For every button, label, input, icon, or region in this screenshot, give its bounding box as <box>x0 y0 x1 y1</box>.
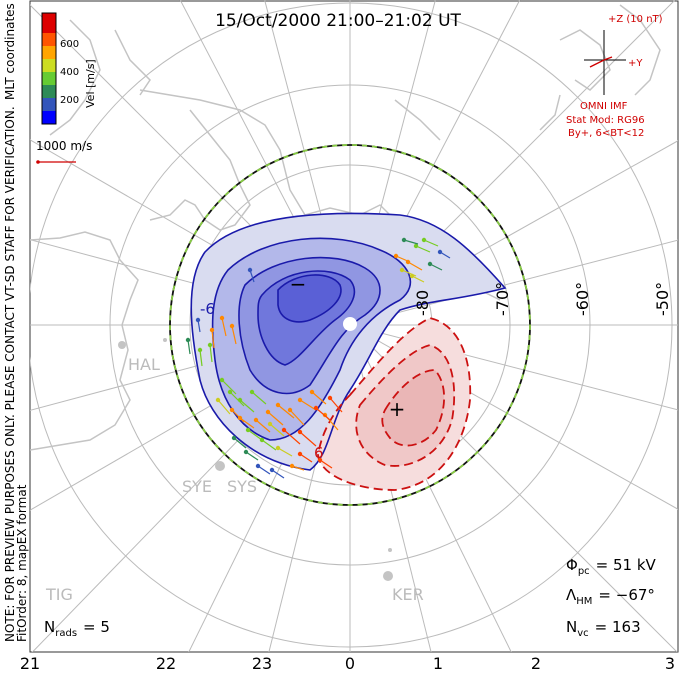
contour-label-pos: 6 <box>314 444 324 462</box>
colorbar-tick-400: 400 <box>60 67 79 78</box>
imf-z-label: +Z (10 nT) <box>608 14 663 25</box>
n-rads-stat: Nrads = 5 <box>44 618 110 639</box>
lat-label-50: -50° <box>653 282 672 316</box>
imf-dial: +Z (10 nT) +Y OMNI IMF Stat Mod: RG96 By… <box>566 14 663 139</box>
potential-min-marker: − <box>290 272 307 296</box>
coordinate-label: MLT coordinates <box>3 3 17 100</box>
svg-text:21: 21 <box>20 654 40 673</box>
magnetic-pole-dot <box>343 317 357 331</box>
scale-vector: 1000 m/s <box>36 139 92 164</box>
plot-title: 15/Oct/2000 21:00–21:02 UT <box>215 11 461 31</box>
imf-y-label: +Y <box>628 58 643 69</box>
imf-condition: By+, 6<BT<12 <box>568 128 644 139</box>
n-vc-stat: Nvc = 163 <box>566 618 641 639</box>
lat-label-60: -60° <box>573 282 592 316</box>
phi-pc-stat: Φpc = 51 kV <box>566 556 657 577</box>
lat-label-70: -70° <box>493 282 512 316</box>
svg-text:1: 1 <box>433 654 443 673</box>
colorbar-tick-200: 200 <box>60 95 79 106</box>
scale-label: 1000 m/s <box>36 139 92 153</box>
velocity-vectors <box>185 237 451 479</box>
islands <box>118 338 393 581</box>
mlt-labels: 21 22 23 0 1 2 3 <box>20 654 675 673</box>
svg-text:0: 0 <box>345 654 355 673</box>
svg-text:23: 23 <box>252 654 272 673</box>
stats-block: Φpc = 51 kV ΛHM = −67° Nvc = 163 Nrads = 5 <box>44 556 657 639</box>
station-hal: HAL <box>128 355 160 374</box>
station-sye: SYE <box>182 477 212 496</box>
station-tig: TIG <box>45 585 73 604</box>
svg-text:3: 3 <box>665 654 675 673</box>
imf-source: OMNI IMF <box>580 101 628 112</box>
fit-order-note: FitOrder: 8, mapEX format <box>15 484 29 642</box>
preview-note: NOTE: FOR PREVIEW PURPOSES ONLY. PLEASE … <box>3 106 17 642</box>
contour-label-neg: -6 <box>200 300 215 318</box>
lambda-hm-stat: ΛHM = −67° <box>566 586 655 607</box>
colorbar-label: Vel [m/s] <box>84 59 97 108</box>
station-labels: HAL SYE SYS TIG KER <box>45 355 424 604</box>
lat-label-80: -80 <box>413 290 432 316</box>
convection-pattern: − + -6 6 <box>169 144 531 506</box>
imf-model: Stat Mod: RG96 <box>566 115 645 126</box>
plot-frame <box>29 0 679 653</box>
station-ker: KER <box>392 585 424 604</box>
latitude-labels: -50° -60° -70° -80 <box>413 282 672 316</box>
svg-text:2: 2 <box>531 654 541 673</box>
colorbar-tick-600: 600 <box>60 39 79 50</box>
potential-max-marker: + <box>389 397 406 421</box>
svg-text:22: 22 <box>156 654 176 673</box>
station-sys: SYS <box>227 477 257 496</box>
velocity-colorbar: 600 400 200 Vel [m/s] <box>41 12 97 125</box>
